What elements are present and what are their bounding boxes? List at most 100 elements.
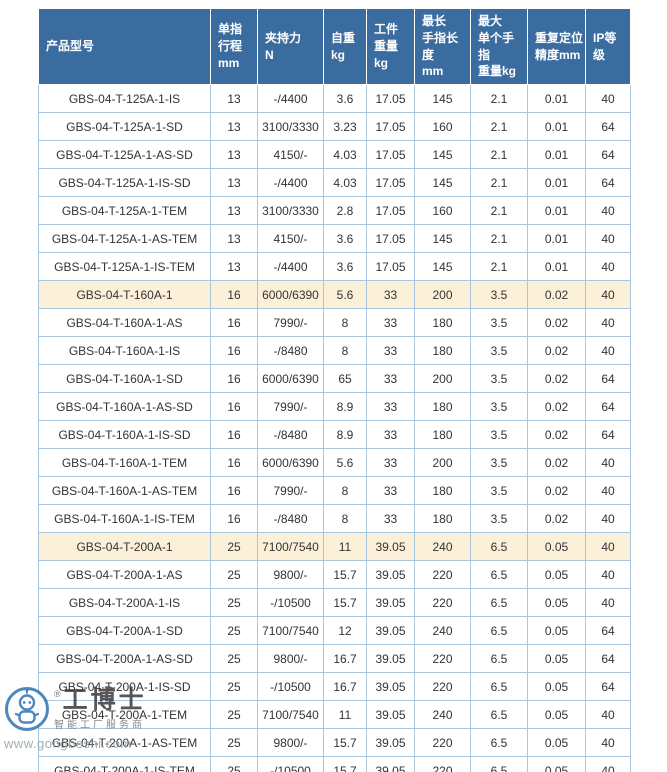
value-cell: 7990/-: [257, 308, 324, 338]
value-cell: 39.05: [366, 532, 415, 562]
value-cell: 8: [323, 336, 367, 366]
value-cell: 145: [414, 140, 471, 170]
value-cell: 3.5: [470, 476, 528, 506]
table-row: GBS-04-T-160A-1-AS 16 7990/- 8 33 180 3.5 0.02 4…: [38, 308, 631, 338]
value-cell: 0.05: [527, 728, 586, 758]
value-cell: 0.02: [527, 336, 586, 366]
value-cell: 40: [585, 532, 631, 562]
column-header: 夹持力 N: [257, 7, 324, 86]
value-cell: 8: [323, 504, 367, 534]
value-cell: 6.5: [470, 532, 528, 562]
value-cell: 15.7: [323, 588, 367, 618]
value-cell: 0.02: [527, 308, 586, 338]
value-cell: 25: [210, 532, 258, 562]
value-cell: 240: [414, 616, 471, 646]
product-model-cell: GBS-04-T-125A-1-IS-SD: [38, 168, 211, 198]
column-header: 单指 行程 mm: [210, 7, 258, 86]
value-cell: 0.01: [527, 112, 586, 142]
value-cell: 13: [210, 112, 258, 142]
value-cell: 15.7: [323, 560, 367, 590]
header-row: 产品型号 单指 行程 mm 夹持力 N 自重 kg 工件 重量 kg 最长 手指长度 mm 最大 单个手指 重量…: [38, 7, 631, 86]
product-model-cell: GBS-04-T-160A-1: [38, 280, 211, 310]
value-cell: 6.5: [470, 616, 528, 646]
value-cell: 0.01: [527, 224, 586, 254]
value-cell: 145: [414, 84, 471, 114]
value-cell: 4.03: [323, 168, 367, 198]
value-cell: 64: [585, 616, 631, 646]
value-cell: 180: [414, 476, 471, 506]
value-cell: 13: [210, 168, 258, 198]
value-cell: -/4400: [257, 252, 324, 282]
value-cell: 64: [585, 364, 631, 394]
value-cell: 6000/6390: [257, 448, 324, 478]
product-model-cell: GBS-04-T-125A-1-SD: [38, 112, 211, 142]
value-cell: 39.05: [366, 644, 415, 674]
product-model-cell: GBS-04-T-200A-1-AS-TEM: [38, 728, 211, 758]
value-cell: 3.5: [470, 280, 528, 310]
column-header: 自重 kg: [323, 7, 367, 86]
value-cell: 13: [210, 196, 258, 226]
value-cell: 16: [210, 420, 258, 450]
value-cell: 17.05: [366, 112, 415, 142]
value-cell: 0.01: [527, 196, 586, 226]
value-cell: 3100/3330: [257, 112, 324, 142]
value-cell: 33: [366, 336, 415, 366]
value-cell: 0.02: [527, 504, 586, 534]
table-row: GBS-04-T-200A-1-IS-TEM 25 -/10500 15.7 39.05…: [38, 756, 631, 772]
value-cell: 220: [414, 672, 471, 702]
column-header: IP等级: [585, 7, 631, 86]
value-cell: -/4400: [257, 168, 324, 198]
table-row: GBS-04-T-125A-1-AS-TEM 13 4150/- 3.6 17.05 14…: [38, 224, 631, 254]
value-cell: 3.5: [470, 364, 528, 394]
product-model-cell: GBS-04-T-160A-1-IS-SD: [38, 420, 211, 450]
value-cell: 180: [414, 420, 471, 450]
value-cell: 2.1: [470, 168, 528, 198]
product-model-cell: GBS-04-T-200A-1-AS-SD: [38, 644, 211, 674]
value-cell: 12: [323, 616, 367, 646]
value-cell: 65: [323, 364, 367, 394]
product-model-cell: GBS-04-T-125A-1-AS-TEM: [38, 224, 211, 254]
table-row: GBS-04-T-200A-1-AS 25 9800/- 15.7 39.05 220 6.…: [38, 560, 631, 590]
value-cell: -/8480: [257, 420, 324, 450]
value-cell: 25: [210, 672, 258, 702]
value-cell: 40: [585, 728, 631, 758]
table-row: GBS-04-T-160A-1-IS 16 -/8480 8 33 180 3.5 0.02 4…: [38, 336, 631, 366]
value-cell: 220: [414, 756, 471, 772]
value-cell: 33: [366, 280, 415, 310]
value-cell: 0.01: [527, 168, 586, 198]
value-cell: 2.1: [470, 112, 528, 142]
value-cell: 7100/7540: [257, 532, 324, 562]
value-cell: 39.05: [366, 756, 415, 772]
column-header: 产品型号: [38, 7, 211, 86]
table-row: GBS-04-T-200A-1-TEM 25 7100/7540 11 39.05 240…: [38, 700, 631, 730]
value-cell: 39.05: [366, 588, 415, 618]
value-cell: -/8480: [257, 336, 324, 366]
value-cell: 0.02: [527, 448, 586, 478]
column-header: 工件 重量 kg: [366, 7, 415, 86]
value-cell: 8.9: [323, 392, 367, 422]
value-cell: 0.05: [527, 672, 586, 702]
value-cell: 7990/-: [257, 392, 324, 422]
product-model-cell: GBS-04-T-125A-1-AS-SD: [38, 140, 211, 170]
table-row: GBS-04-T-160A-1 16 6000/6390 5.6 33 200 3.5 0.0…: [38, 280, 631, 310]
product-model-cell: GBS-04-T-160A-1-AS-SD: [38, 392, 211, 422]
value-cell: -/8480: [257, 504, 324, 534]
value-cell: 0.02: [527, 476, 586, 506]
value-cell: 40: [585, 448, 631, 478]
value-cell: 7100/7540: [257, 616, 324, 646]
value-cell: 33: [366, 308, 415, 338]
table-row: GBS-04-T-125A-1-IS-TEM 13 -/4400 3.6 17.05 14…: [38, 252, 631, 282]
value-cell: 64: [585, 672, 631, 702]
value-cell: 16: [210, 280, 258, 310]
value-cell: 8: [323, 476, 367, 506]
value-cell: 40: [585, 224, 631, 254]
value-cell: 0.02: [527, 280, 586, 310]
product-model-cell: GBS-04-T-160A-1-AS-TEM: [38, 476, 211, 506]
value-cell: 13: [210, 140, 258, 170]
value-cell: 16.7: [323, 672, 367, 702]
value-cell: 40: [585, 196, 631, 226]
value-cell: 33: [366, 476, 415, 506]
value-cell: 39.05: [366, 616, 415, 646]
value-cell: 16: [210, 336, 258, 366]
